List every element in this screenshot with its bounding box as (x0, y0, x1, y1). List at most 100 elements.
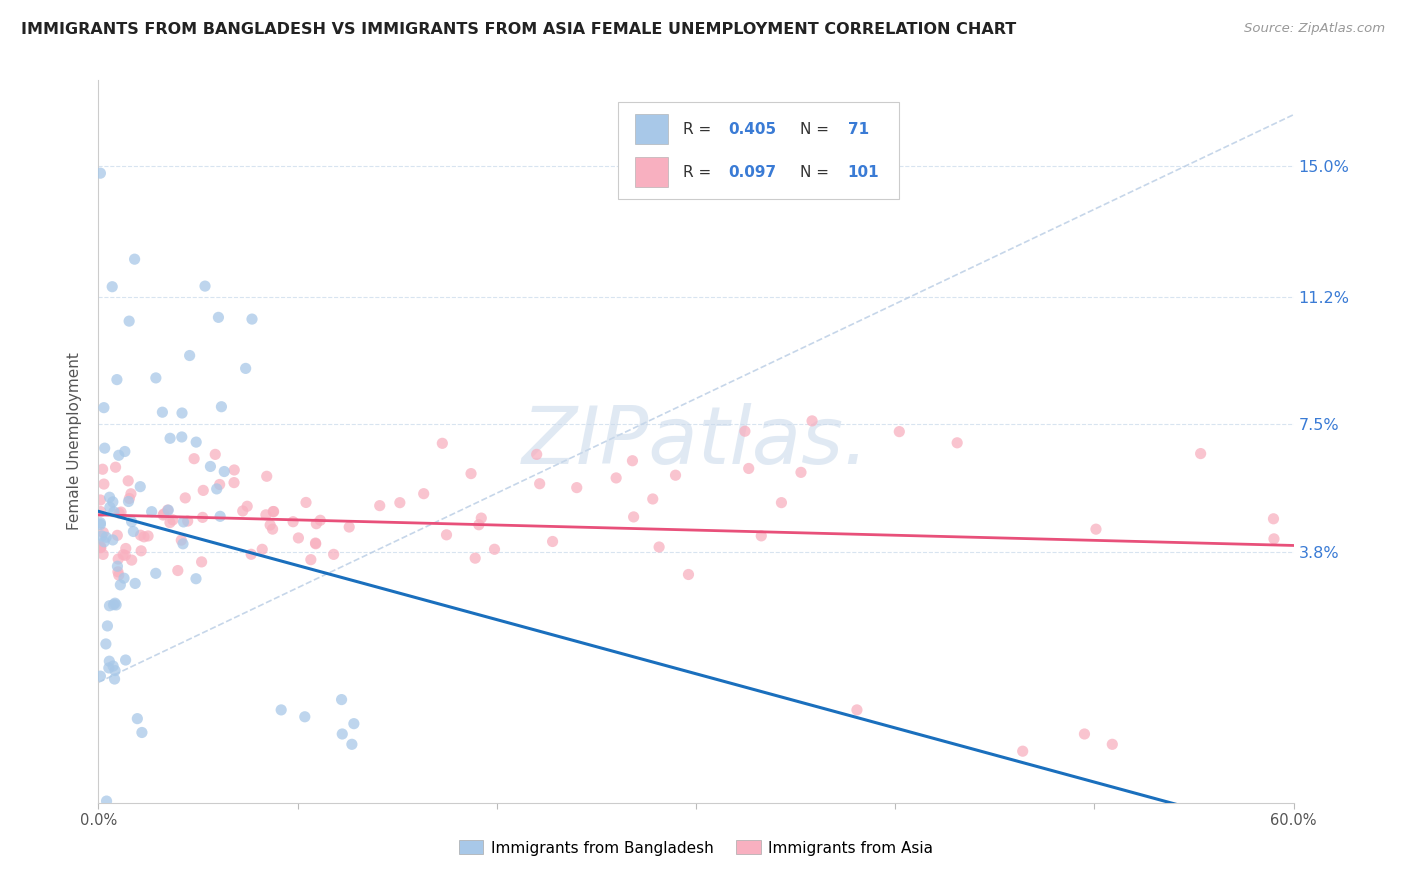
Point (94, 637, 117, 651)
Point (93, 401, 115, 415)
Point (91, 548, 114, 562)
Point (107, 568, 129, 582)
Point (98, 490, 121, 504)
Point (207, 310, 229, 325)
Point (166, 564, 188, 578)
Point (129, 480, 152, 494)
Point (889, 425, 911, 439)
Point (108, 506, 131, 520)
Point (190, 555, 212, 569)
Point (232, 504, 254, 518)
Point (179, 349, 201, 363)
Point (98, 500, 121, 515)
Point (112, 548, 135, 562)
Point (845, 703, 868, 717)
Point (112, 571, 135, 585)
Point (436, 528, 458, 542)
Point (152, 508, 174, 522)
Point (460, 467, 482, 481)
Point (89, 541, 111, 555)
Point (1263, 532, 1285, 546)
Point (734, 424, 756, 438)
Text: 0.097: 0.097 (728, 165, 776, 179)
Point (200, 459, 222, 474)
Point (120, 487, 142, 501)
Point (124, 576, 146, 591)
Point (117, 494, 139, 508)
Point (946, 435, 969, 450)
Point (117, 474, 139, 488)
Point (114, 653, 136, 667)
Point (470, 511, 492, 525)
Point (89, 517, 111, 532)
Point (174, 491, 197, 505)
Point (96, 619, 118, 633)
Point (222, 475, 245, 490)
Point (184, 572, 207, 586)
Point (186, 435, 208, 450)
Text: 71: 71 (848, 122, 869, 136)
Point (790, 466, 813, 480)
Point (141, 505, 163, 519)
Point (526, 447, 548, 461)
Point (240, 312, 263, 326)
Point (89, 669, 111, 683)
Point (89, 516, 111, 530)
Point (1263, 512, 1285, 526)
Point (484, 542, 506, 557)
Point (105, 598, 128, 612)
Point (193, 483, 215, 498)
Y-axis label: Female Unemployment: Female Unemployment (67, 352, 83, 531)
Point (259, 518, 281, 533)
Point (1189, 446, 1212, 460)
Point (132, 530, 155, 544)
Point (236, 500, 259, 514)
Point (93, 441, 115, 455)
Point (295, 495, 318, 509)
FancyBboxPatch shape (619, 102, 900, 200)
Point (330, 727, 353, 741)
FancyBboxPatch shape (636, 157, 668, 187)
Point (309, 513, 332, 527)
Point (153, 507, 176, 521)
Point (204, 447, 226, 461)
Point (304, 536, 326, 550)
Text: N =: N = (800, 165, 834, 179)
Text: 0.405: 0.405 (728, 122, 776, 136)
Point (263, 504, 285, 518)
Point (162, 513, 184, 527)
Point (127, 712, 149, 726)
Text: R =: R = (683, 165, 716, 179)
Point (104, 460, 127, 475)
Point (107, 448, 129, 462)
Text: ZIPatlas.: ZIPatlas. (522, 402, 870, 481)
Point (104, 664, 127, 678)
Text: N =: N = (800, 122, 834, 136)
Point (170, 406, 193, 420)
Point (101, 659, 124, 673)
Point (91, 462, 114, 476)
Point (412, 486, 434, 500)
Point (738, 461, 761, 475)
Point (183, 451, 205, 466)
Point (1101, 737, 1123, 751)
Point (170, 533, 193, 548)
Point (136, 529, 159, 543)
Point (262, 522, 284, 536)
Point (240, 547, 263, 561)
Point (224, 463, 246, 477)
Legend: Immigrants from Bangladesh, Immigrants from Asia: Immigrants from Bangladesh, Immigrants f… (453, 834, 939, 862)
Point (145, 371, 167, 385)
Text: R =: R = (683, 122, 716, 136)
Point (121, 515, 143, 529)
Point (105, 373, 128, 387)
Point (464, 551, 486, 566)
Point (256, 469, 278, 483)
Point (159, 516, 181, 530)
Point (176, 514, 198, 528)
Point (678, 567, 700, 582)
Point (122, 524, 145, 539)
Point (152, 405, 174, 419)
Point (254, 508, 277, 522)
Point (129, 544, 152, 558)
